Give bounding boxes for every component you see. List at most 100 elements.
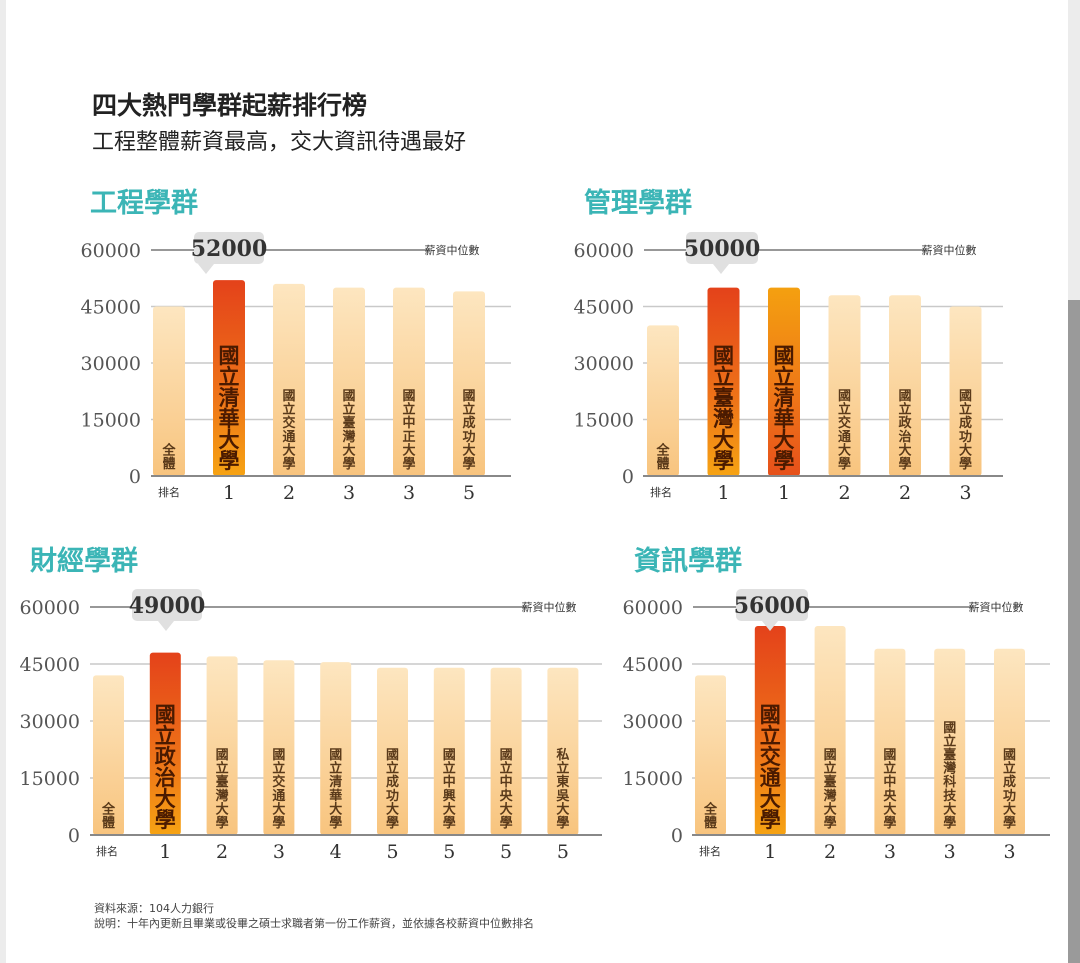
category-label: 國立中央大學 bbox=[500, 748, 514, 831]
category-char: 吳 bbox=[555, 789, 570, 804]
category-char: 中 bbox=[443, 774, 456, 790]
category-char: 學 bbox=[272, 815, 285, 831]
category-label: 國立臺灣大學 bbox=[824, 748, 837, 831]
rank-value: 1 bbox=[764, 841, 776, 863]
category-label: 國立成功大學 bbox=[462, 389, 475, 472]
category-char: 學 bbox=[1003, 815, 1016, 831]
category-char: 國 bbox=[883, 748, 896, 763]
rank-label: 排名 bbox=[650, 485, 672, 499]
y-tick-label: 15000 bbox=[81, 410, 141, 432]
category-label: 國立成功大學 bbox=[1003, 748, 1016, 831]
bar bbox=[393, 287, 425, 476]
category-label: 國立臺灣科技大學 bbox=[943, 721, 957, 831]
category-char: 大 bbox=[943, 801, 956, 817]
rank-value: 2 bbox=[824, 841, 836, 863]
category-char: 國 bbox=[898, 389, 911, 404]
y-tick-label: 30000 bbox=[623, 711, 683, 733]
category-char: 大 bbox=[898, 442, 911, 458]
bar bbox=[153, 306, 185, 476]
category-char: 國 bbox=[402, 389, 415, 404]
category-char: 學 bbox=[943, 815, 956, 831]
rank-value: 5 bbox=[386, 841, 398, 863]
category-char: 學 bbox=[386, 815, 399, 831]
category-char: 國 bbox=[462, 389, 475, 404]
rank-value: 5 bbox=[500, 841, 512, 863]
category-char: 臺 bbox=[824, 774, 837, 790]
category-char: 大 bbox=[462, 442, 475, 458]
category-char: 學 bbox=[774, 448, 795, 473]
bar bbox=[433, 667, 465, 835]
rank-value: 1 bbox=[778, 482, 790, 504]
category-char: 中 bbox=[402, 415, 415, 431]
category-char: 立 bbox=[959, 402, 972, 418]
category-char: 臺 bbox=[216, 774, 229, 790]
category-char: 華 bbox=[219, 406, 240, 431]
category-char: 通 bbox=[760, 765, 781, 790]
bar bbox=[93, 675, 124, 835]
scrollbar[interactable] bbox=[1068, 300, 1080, 963]
bar bbox=[754, 626, 786, 835]
rank-label: 排名 bbox=[158, 485, 180, 499]
category-char: 央 bbox=[500, 788, 514, 804]
legend-label: 薪資中位數 bbox=[969, 600, 1024, 614]
category-char: 學 bbox=[898, 456, 911, 472]
category-char: 學 bbox=[824, 815, 837, 831]
category-char: 治 bbox=[898, 429, 911, 445]
bar bbox=[149, 652, 181, 835]
category-char: 交 bbox=[838, 415, 851, 431]
category-label: 國立成功大學 bbox=[386, 748, 399, 831]
category-char: 國 bbox=[838, 389, 851, 404]
bar bbox=[994, 648, 1025, 835]
category-char: 立 bbox=[219, 364, 240, 389]
bar bbox=[547, 667, 579, 835]
category-char: 體 bbox=[656, 456, 669, 472]
y-tick-label: 15000 bbox=[574, 410, 634, 432]
category-char: 中 bbox=[883, 774, 896, 790]
category-label: 國立交通大學 bbox=[272, 748, 285, 831]
category-char: 立 bbox=[216, 761, 229, 777]
category-char: 大 bbox=[713, 427, 734, 452]
category-char: 臺 bbox=[713, 385, 734, 410]
bar bbox=[695, 675, 726, 835]
rank-value: 3 bbox=[273, 841, 285, 863]
category-label: 國立交通大學 bbox=[838, 389, 851, 472]
article-page: 四大熱門學群起薪排行榜 工程整體薪資最高，交大資訊待遇最好 工程學群 0 15000… bbox=[6, 0, 1068, 963]
category-char: 學 bbox=[959, 456, 972, 472]
category-char: 通 bbox=[272, 788, 285, 804]
category-char: 國 bbox=[155, 702, 176, 727]
category-char: 大 bbox=[216, 801, 229, 817]
category-char: 私 bbox=[556, 747, 569, 763]
category-char: 學 bbox=[760, 807, 781, 832]
category-char: 立 bbox=[342, 402, 355, 418]
callout-badge bbox=[132, 589, 202, 621]
category-char: 立 bbox=[898, 402, 911, 418]
category-char: 華 bbox=[329, 788, 342, 804]
y-tick-label: 45000 bbox=[20, 654, 80, 676]
category-char: 國 bbox=[329, 748, 342, 763]
category-char: 臺 bbox=[943, 747, 956, 763]
category-char: 國 bbox=[219, 343, 240, 368]
category-char: 大 bbox=[556, 801, 569, 817]
category-char: 政 bbox=[898, 415, 912, 431]
category-char: 立 bbox=[272, 761, 285, 777]
category-char: 技 bbox=[943, 788, 957, 804]
category-char: 立 bbox=[462, 402, 475, 418]
category-label: 國立交通大學 bbox=[282, 389, 295, 472]
category-char: 立 bbox=[329, 761, 342, 777]
category-char: 國 bbox=[1003, 748, 1016, 763]
rank-value: 2 bbox=[283, 482, 295, 504]
bar bbox=[647, 325, 679, 476]
category-char: 清 bbox=[219, 385, 240, 410]
rank-value: 2 bbox=[899, 482, 911, 504]
category-char: 大 bbox=[402, 442, 415, 458]
bar bbox=[874, 648, 906, 835]
category-char: 交 bbox=[760, 744, 781, 769]
page-subtitle: 工程整體薪資最高，交大資訊待遇最好 bbox=[92, 130, 467, 155]
category-char: 灣 bbox=[824, 788, 837, 804]
category-char: 大 bbox=[329, 801, 342, 817]
category-char: 學 bbox=[443, 815, 456, 831]
category-char: 大 bbox=[959, 442, 972, 458]
rank-value: 3 bbox=[1003, 841, 1015, 863]
